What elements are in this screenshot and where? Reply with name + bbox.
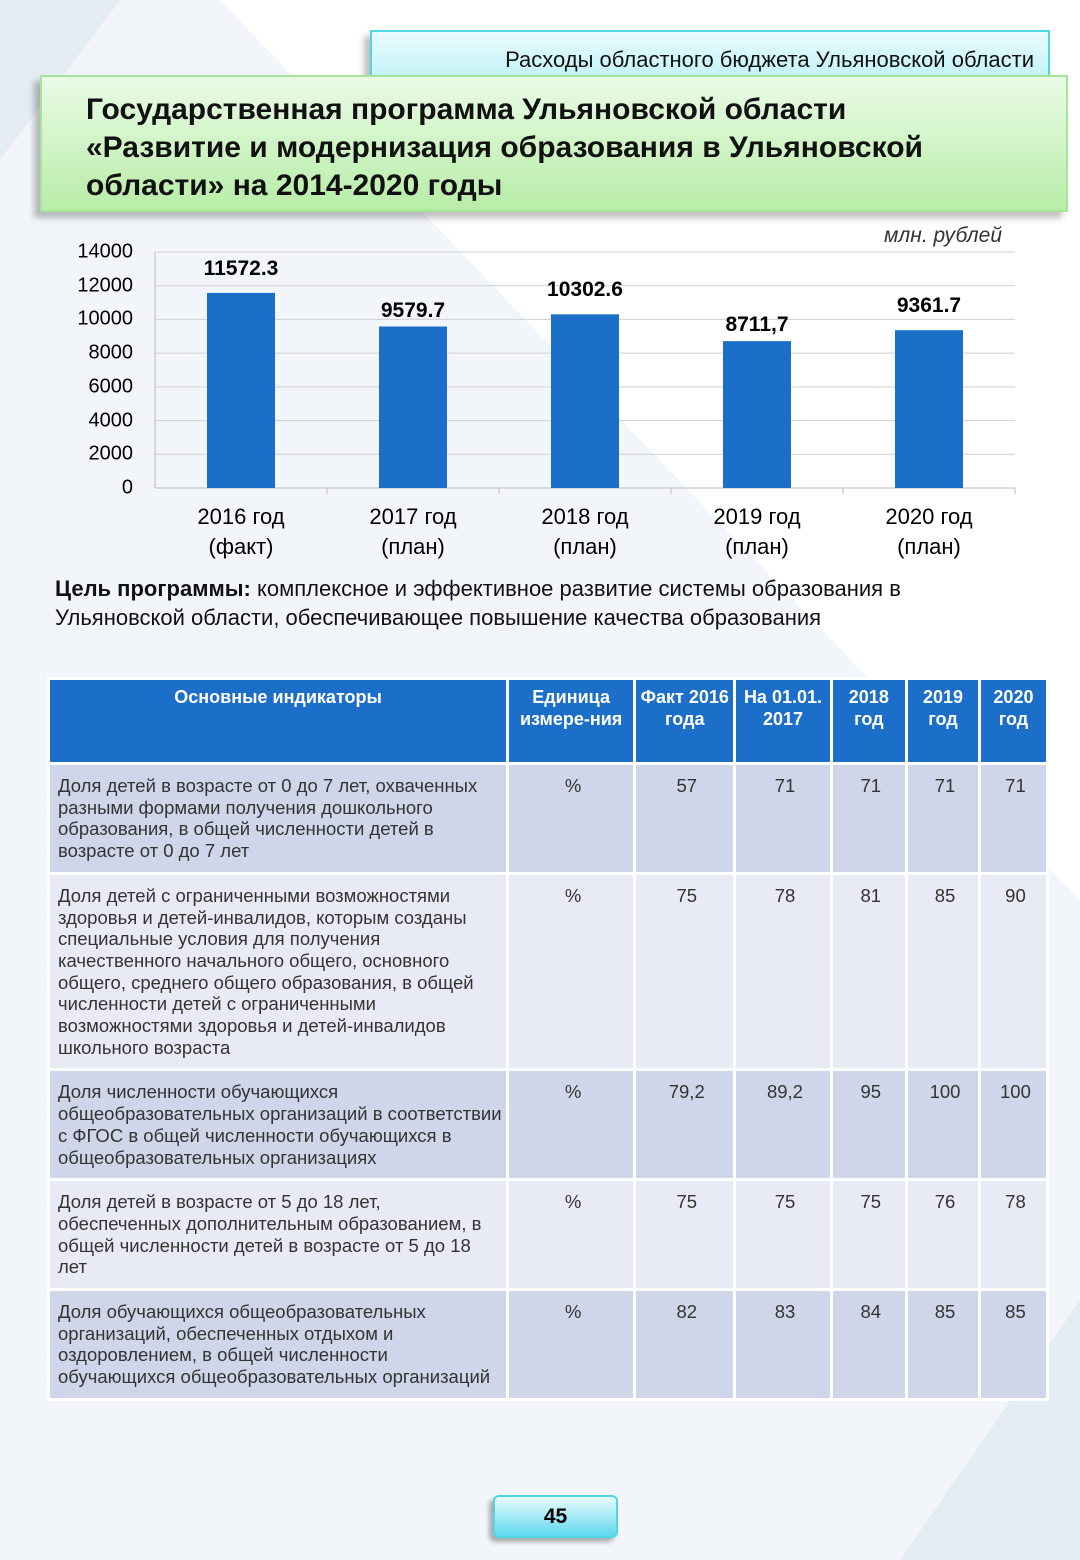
- cell: 71: [829, 762, 909, 875]
- header-row: Основные индикаторы Единица измере-ния Фак…: [46, 677, 1050, 765]
- cell: 81: [829, 871, 909, 1072]
- cell: %: [506, 1288, 637, 1401]
- x-tick-label: 2017 год (план): [369, 504, 457, 559]
- cell: 89,2: [733, 1068, 833, 1182]
- header-cell: 2020 год: [977, 677, 1050, 765]
- cell: 57: [633, 762, 737, 875]
- x-tick-label: 2018 год (план): [541, 504, 629, 559]
- y-tick-label: 12000: [77, 274, 133, 297]
- chart: млн. рублей 0 2000 4000 6000 8000 10000 12000 1…: [0, 220, 1080, 570]
- cell: 83: [733, 1288, 833, 1401]
- cell: 75: [633, 1178, 737, 1292]
- cell: 79,2: [633, 1068, 737, 1182]
- indicator-cell: Доля детей в возрасте от 5 до 18 лет, об…: [46, 1178, 510, 1292]
- header-cell: На 01.01. 2017: [733, 677, 833, 765]
- x-tick-label: 2020 год (план): [885, 504, 973, 559]
- y-tick-label: 10000: [77, 307, 133, 330]
- goal: Цель программы: комплексное и эффективно…: [55, 574, 1035, 632]
- bar: [207, 292, 275, 488]
- cell: 71: [977, 762, 1050, 875]
- section-header: Расходы областного бюджета Ульяновской о…: [370, 30, 1050, 85]
- bar: [723, 341, 791, 488]
- cell: 75: [733, 1178, 833, 1292]
- value-label: 11572.3: [203, 256, 279, 280]
- table-row: Доля обучающихся общеобразовательных орг…: [46, 1288, 1050, 1401]
- cell: 85: [905, 871, 981, 1072]
- cell: 78: [977, 1178, 1050, 1292]
- y-tick-label: 14000: [77, 240, 133, 263]
- indicator-cell: Доля численности обучающихся общеобразов…: [46, 1068, 510, 1182]
- cell: 76: [905, 1178, 981, 1292]
- header-cell: Единица измере-ния: [506, 677, 637, 765]
- y-tick-label: 4000: [88, 409, 134, 432]
- header-cell: Факт 2016 года: [633, 677, 737, 765]
- y-tick-label: 6000: [88, 375, 134, 398]
- indicator-cell: Доля обучающихся общеобразовательных орг…: [46, 1288, 510, 1401]
- cell: %: [506, 871, 637, 1072]
- cell: 71: [733, 762, 833, 875]
- cell: 82: [633, 1288, 737, 1401]
- header-cell: 2018 год: [829, 677, 909, 765]
- cell: 78: [733, 871, 833, 1072]
- cell: 90: [977, 871, 1050, 1072]
- value-label: 10302.6: [547, 278, 623, 302]
- cell: 100: [905, 1068, 981, 1182]
- y-tick-label: 2000: [88, 442, 134, 465]
- goal-text: комплексное и эффективное развитие систе…: [55, 576, 901, 630]
- value-label: 9361.7: [896, 294, 962, 318]
- bar: [895, 330, 963, 488]
- header-cell: Основные индикаторы: [46, 677, 510, 765]
- cell: 100: [977, 1068, 1050, 1182]
- cell: 85: [905, 1288, 981, 1401]
- indicator-table: Основные индикаторы Единица измере-ния Фак…: [46, 677, 1050, 1401]
- cell: 95: [829, 1068, 909, 1182]
- bar: [379, 326, 447, 488]
- cell: 84: [829, 1288, 909, 1401]
- cell: %: [506, 762, 637, 875]
- page-title: Государственная программа Ульяновской об…: [40, 75, 1068, 212]
- x-tick-label: 2019 год (план): [713, 504, 801, 559]
- table-row: Доля численности обучающихся общеобразов…: [46, 1068, 1050, 1182]
- value-label: 9579.7: [380, 298, 446, 322]
- table-row: Доля детей в возрасте от 5 до 18 лет, об…: [46, 1178, 1050, 1292]
- y-tick-label: 8000: [88, 341, 134, 364]
- goal-label: Цель программы:: [55, 576, 251, 601]
- indicator-cell: Доля детей с ограниченными возможностями…: [46, 871, 510, 1072]
- bar: [551, 314, 619, 488]
- x-tick-label: 2016 год (факт): [197, 504, 285, 559]
- unit-label: млн. рублей: [884, 224, 1002, 247]
- value-label: 8711,7: [725, 313, 789, 337]
- cell: %: [506, 1178, 637, 1292]
- cell: %: [506, 1068, 637, 1182]
- plot-area: [154, 251, 1016, 494]
- header-cell: 2019 год: [905, 677, 981, 765]
- page-number: 45: [493, 1495, 618, 1538]
- table-row: Доля детей с ограниченными возможностями…: [46, 871, 1050, 1072]
- y-tick-label: 0: [121, 476, 133, 499]
- table-row: Доля детей в возрасте от 0 до 7 лет, охв…: [46, 762, 1050, 875]
- cell: 85: [977, 1288, 1050, 1401]
- cell: 75: [633, 871, 737, 1072]
- indicator-cell: Доля детей в возрасте от 0 до 7 лет, охв…: [46, 762, 510, 875]
- cell: 75: [829, 1178, 909, 1292]
- cell: 71: [905, 762, 981, 875]
